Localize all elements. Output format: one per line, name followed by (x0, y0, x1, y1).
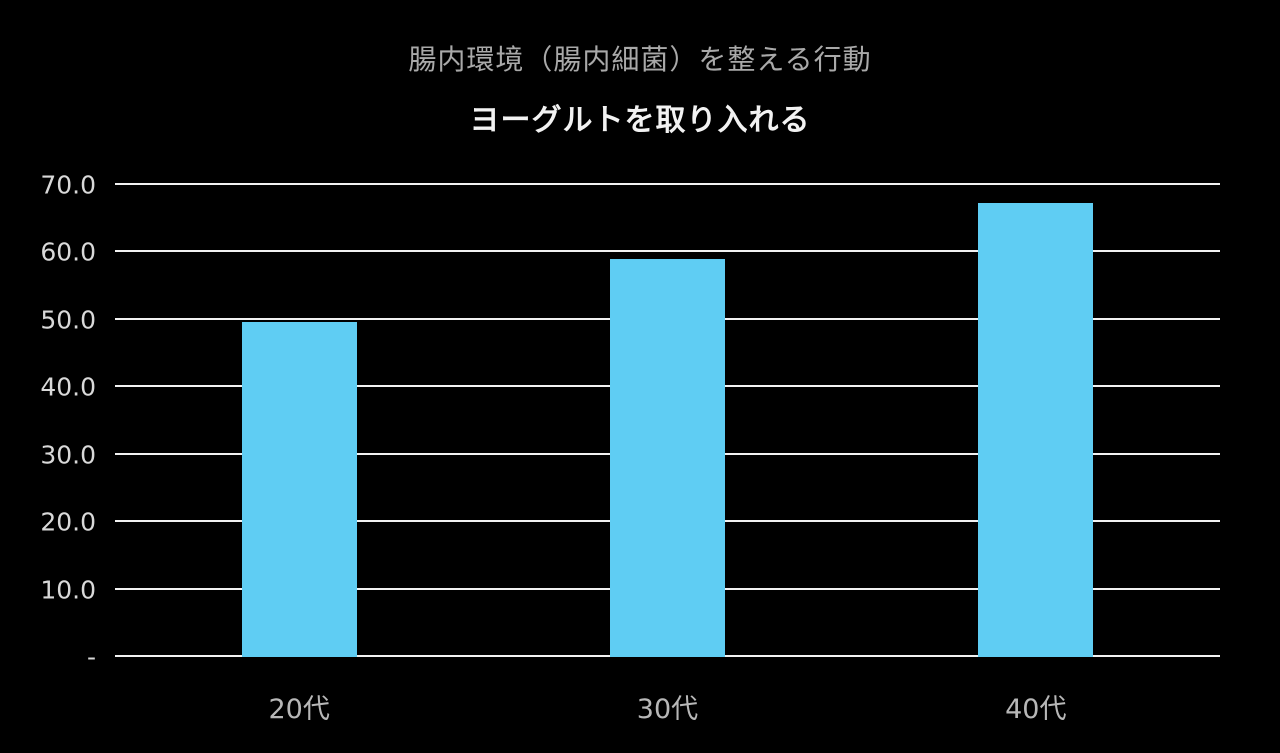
x-tick-label: 20代 (268, 693, 330, 725)
x-tick-label: 30代 (636, 693, 699, 725)
chart-title: 腸内環境（腸内細菌）を整える行動 (408, 43, 872, 76)
bar-1 (241, 321, 357, 657)
y-tick-label: 70.0 (40, 170, 96, 200)
y-tick-label: 40.0 (40, 372, 96, 402)
x-tick-label: 40代 (1005, 693, 1067, 725)
y-tick-label: - (86, 642, 96, 672)
x-axis: 20代 30代 40代 (115, 659, 1220, 753)
gridline (115, 183, 1220, 185)
gridline (115, 250, 1220, 253)
y-tick-label: 50.0 (40, 305, 96, 335)
y-tick-label: 60.0 (40, 237, 96, 267)
y-tick-label: 10.0 (40, 575, 96, 605)
y-tick-label: 30.0 (40, 440, 96, 470)
bar-3 (978, 202, 1094, 657)
y-axis: 70.0 60.0 50.0 40.0 30.0 20.0 10.0 - (0, 171, 104, 672)
chart-subtitle: ヨーグルトを取り入れる (469, 103, 811, 138)
bar-2 (609, 259, 725, 657)
plot-area (115, 183, 1220, 657)
bar-series (115, 185, 1220, 657)
y-tick-label: 20.0 (40, 507, 96, 537)
